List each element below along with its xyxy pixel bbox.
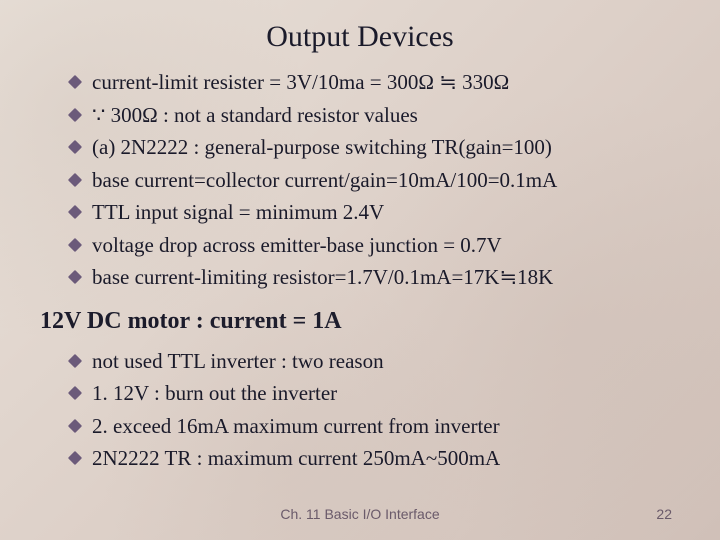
footer-page-number: 22: [656, 506, 672, 522]
list-item: base current=collector current/gain=10mA…: [70, 164, 680, 197]
list-item: 2N2222 TR : maximum current 250mA~500mA: [70, 442, 680, 475]
list-item: 1. 12V : burn out the inverter: [70, 377, 680, 410]
subtitle: 12V DC motor : current = 1A: [0, 294, 720, 345]
list-item: not used TTL inverter : two reason: [70, 345, 680, 378]
list-item: TTL input signal = minimum 2.4V: [70, 196, 680, 229]
footer-chapter: Ch. 11 Basic I/O Interface: [280, 506, 439, 522]
top-bullet-list: current-limit resister = 3V/10ma = 300Ω …: [70, 66, 680, 294]
page-title: Output Devices: [0, 0, 720, 66]
list-item: base current-limiting resistor=1.7V/0.1m…: [70, 261, 680, 294]
bottom-content: not used TTL inverter : two reason 1. 12…: [0, 345, 720, 475]
list-item: current-limit resister = 3V/10ma = 300Ω …: [70, 66, 680, 99]
list-item: voltage drop across emitter-base junctio…: [70, 229, 680, 262]
list-item: 2. exceed 16mA maximum current from inve…: [70, 410, 680, 443]
list-item: (a) 2N2222 : general-purpose switching T…: [70, 131, 680, 164]
top-content: current-limit resister = 3V/10ma = 300Ω …: [0, 66, 720, 294]
list-item: ∵ 300Ω : not a standard resistor values: [70, 99, 680, 132]
bottom-bullet-list: not used TTL inverter : two reason 1. 12…: [70, 345, 680, 475]
